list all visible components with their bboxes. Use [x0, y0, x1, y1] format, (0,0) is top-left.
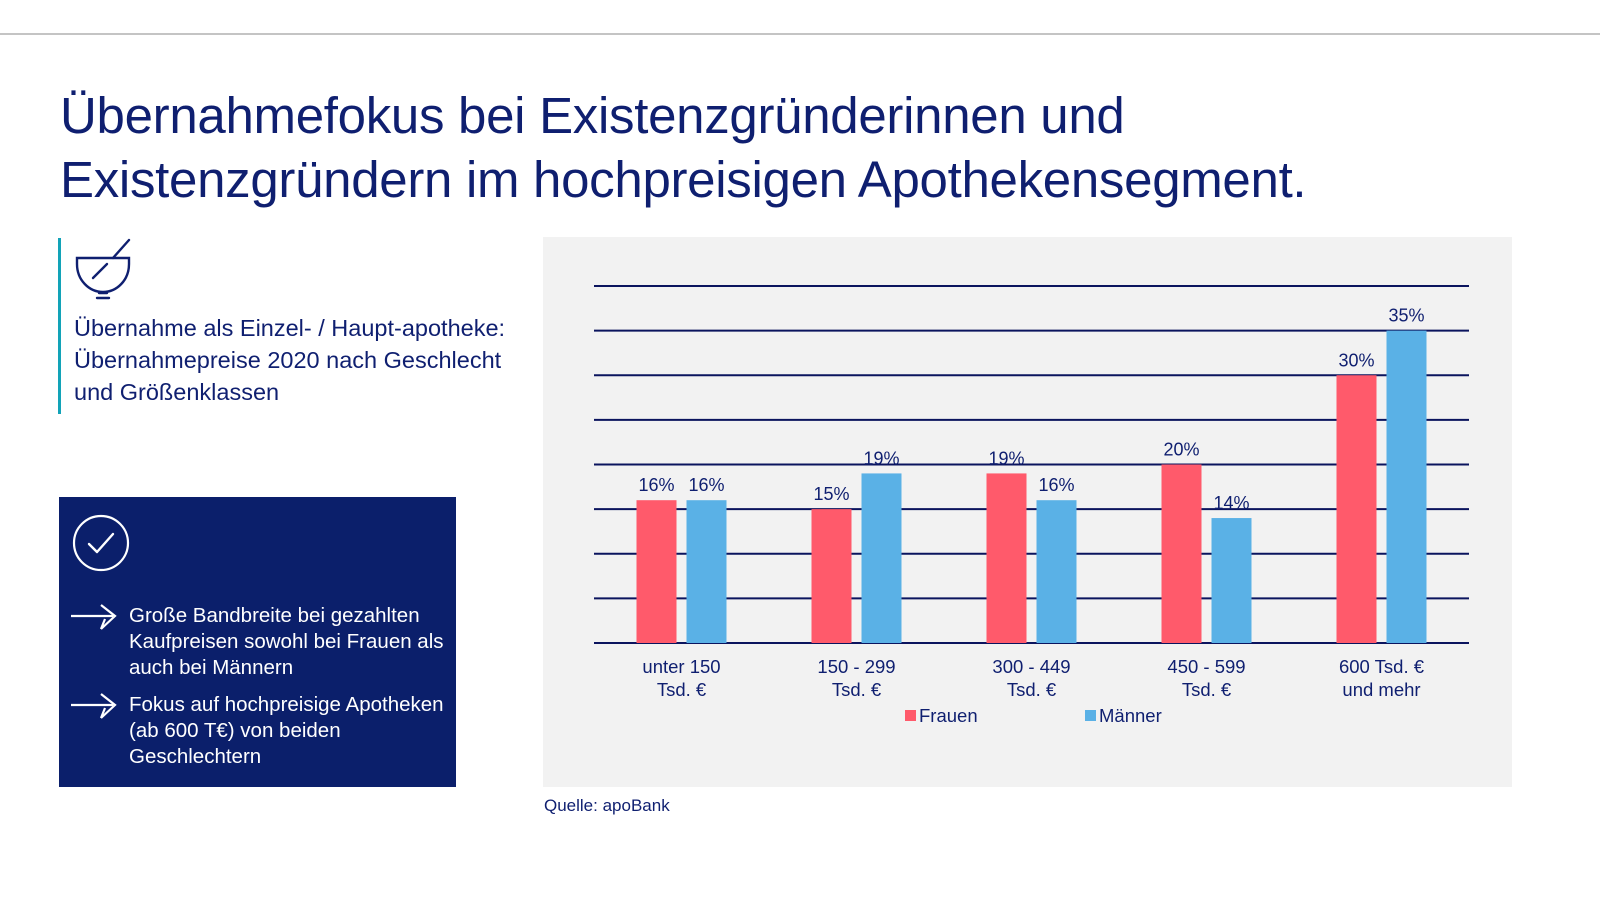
bar-frauen	[1336, 375, 1377, 643]
x-tick-label: 450 - 599	[1167, 656, 1245, 677]
chart-subtitle: Übernahme als Einzel- / Haupt-apotheke: …	[74, 315, 506, 405]
bar-frauen	[986, 473, 1027, 643]
top-divider	[0, 33, 1600, 35]
key-finding-item: Fokus auf hochpreisige Apotheken (ab 600…	[69, 692, 449, 770]
data-label: 16%	[638, 475, 674, 495]
data-labels: 16% 16% 15% 19% 19% 16% 20% 14% 30% 35%	[638, 306, 1424, 513]
legend-swatch	[905, 710, 916, 721]
bar-männer	[861, 473, 902, 643]
chart-description: Übernahme als Einzel- / Haupt-apotheke: …	[58, 238, 531, 414]
x-tick-label: Tsd. €	[1007, 679, 1057, 700]
data-label: 15%	[813, 484, 849, 504]
arrow-right-icon	[71, 604, 117, 630]
key-finding-item: Große Bandbreite bei gezahlten Kaufpreis…	[69, 603, 449, 681]
mortar-pestle-icon	[75, 238, 131, 300]
data-label: 14%	[1213, 493, 1249, 513]
legend-swatch	[1085, 710, 1096, 721]
x-tick-label: und mehr	[1342, 679, 1420, 700]
x-tick-label: 300 - 449	[992, 656, 1070, 677]
source-note: Quelle: apoBank	[544, 796, 670, 815]
chart-panel: 16% 16% 15% 19% 19% 16% 20% 14% 30% 35% unter 150…	[543, 237, 1512, 787]
bar-chart: 16% 16% 15% 19% 19% 16% 20% 14% 30% 35% unter 150…	[594, 285, 1469, 726]
arrow-right-icon	[71, 693, 117, 719]
x-tick-label: Tsd. €	[657, 679, 707, 700]
x-tick-label: 600 Tsd. €	[1339, 656, 1425, 677]
data-label: 16%	[688, 475, 724, 495]
bar-frauen	[811, 509, 852, 643]
bars	[636, 330, 1427, 643]
gridlines	[594, 285, 1469, 644]
legend-label: Männer	[1099, 705, 1162, 726]
bar-männer	[1211, 518, 1252, 643]
page-title: Übernahmefokus bei Existenzgründerinnen …	[60, 87, 1307, 208]
data-label: 19%	[988, 448, 1024, 468]
data-label: 30%	[1338, 350, 1374, 370]
bar-frauen	[636, 500, 677, 643]
legend-label: Frauen	[919, 705, 978, 726]
legend: Frauen Männer	[905, 705, 1162, 726]
x-tick-label: Tsd. €	[1182, 679, 1232, 700]
check-circle-icon	[72, 514, 130, 572]
bar-männer	[1386, 330, 1427, 643]
bar-frauen	[1161, 464, 1202, 643]
x-tick-label: Tsd. €	[832, 679, 882, 700]
bar-männer	[686, 500, 727, 643]
x-tick-label: 150 - 299	[817, 656, 895, 677]
data-label: 20%	[1163, 440, 1199, 460]
data-label: 35%	[1388, 306, 1424, 326]
data-label: 19%	[863, 448, 899, 468]
bar-männer	[1036, 500, 1077, 643]
data-label: 16%	[1038, 475, 1074, 495]
x-tick-label: unter 150	[642, 656, 720, 677]
key-findings-box: Große Bandbreite bei gezahlten Kaufpreis…	[59, 497, 456, 787]
